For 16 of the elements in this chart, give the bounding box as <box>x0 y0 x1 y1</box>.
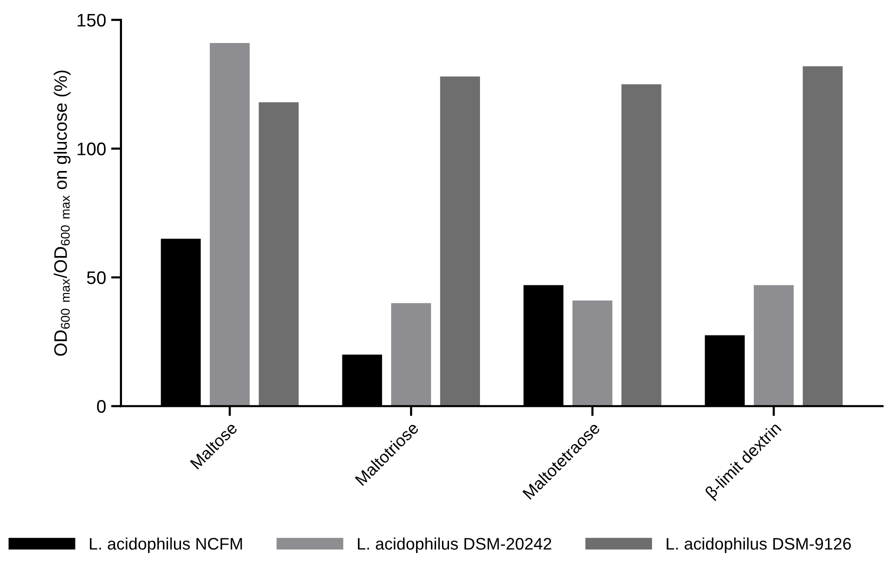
bar <box>621 84 662 406</box>
y-tick-label: 50 <box>87 271 106 284</box>
legend-label: L. acidophilus NCFM <box>90 537 242 553</box>
y-tick-label: 0 <box>97 400 106 413</box>
bar <box>391 303 432 406</box>
y-axis-title: OD$_{600 max}$/OD$_{600 max}$ on glucose (%) <box>54 70 71 356</box>
y-tick-label: 150 <box>78 14 106 27</box>
bar <box>802 66 843 406</box>
bar <box>754 285 794 406</box>
legend-label: L. acidophilus DSM-20242 <box>358 537 552 553</box>
y-tick-label: 100 <box>78 142 106 156</box>
bar <box>572 300 612 406</box>
legend-label: L. acidophilus DSM-9126 <box>666 537 851 553</box>
bar <box>440 76 480 406</box>
bar <box>258 102 299 406</box>
bar <box>210 43 250 406</box>
